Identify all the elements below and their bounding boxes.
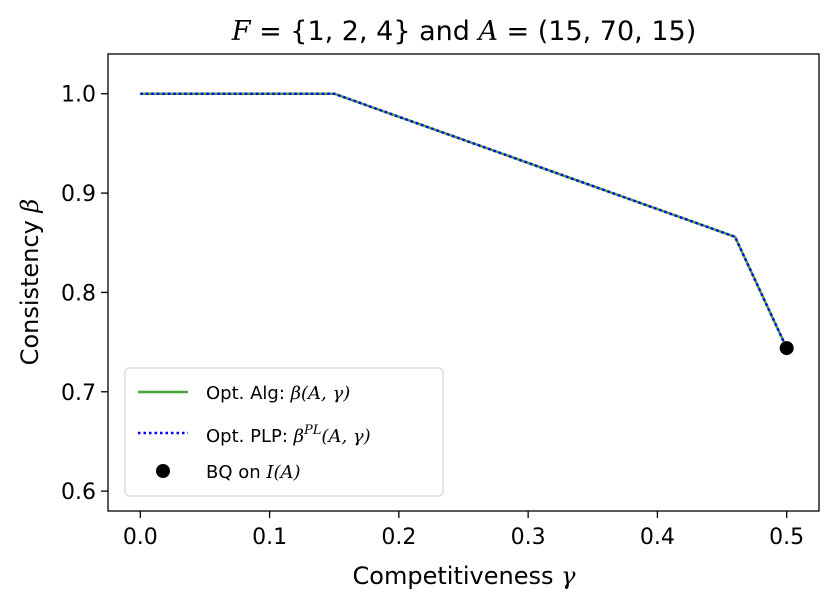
y-axis: 0.6 0.7 0.8 0.9 1.0: [61, 83, 108, 505]
legend-swatch-bq: [156, 464, 170, 478]
series-bq-marker: [779, 341, 794, 356]
title-and: and: [411, 16, 479, 47]
y-tick-label: 0.8: [61, 281, 96, 306]
legend-label-bq: BQ on I(A): [206, 462, 301, 483]
title-set: = {1, 2, 4}: [250, 16, 410, 47]
legend-box: [124, 367, 444, 497]
x-tick-label: 0.2: [381, 525, 416, 550]
x-tick-label: 0.0: [123, 525, 158, 550]
y-tick-label: 0.7: [61, 381, 96, 406]
y-axis-label-symbol: β: [16, 199, 44, 214]
series-opt-alg-line: [140, 92, 788, 349]
x-tick-label: 0.1: [252, 525, 287, 550]
plot-area-frame: [107, 53, 820, 512]
y-tick-label: 1.0: [61, 83, 96, 108]
x-axis-label-text: Competitiveness: [353, 562, 562, 590]
x-tick-label: 0.3: [511, 525, 546, 550]
x-axis: 0.0 0.1 0.2 0.3 0.4 0.5: [123, 511, 804, 550]
x-tick-label: 0.5: [769, 525, 804, 550]
x-axis-label-symbol: γ: [561, 562, 576, 590]
y-axis-label: Consistency β: [16, 199, 44, 366]
title-var-a: A: [475, 16, 498, 47]
title-var-f: F: [231, 16, 252, 47]
series-layer: [140, 92, 794, 356]
x-axis-label: Competitiveness γ: [353, 562, 577, 590]
legend-label-opt-plp: Opt. PLP: βPL(A, γ): [206, 423, 371, 447]
y-axis-label-text: Consistency: [16, 213, 44, 366]
y-tick-label: 0.6: [61, 480, 96, 505]
title-tuple: = (15, 70, 15): [498, 16, 696, 47]
x-tick-label: 0.4: [640, 525, 675, 550]
y-tick-label: 0.9: [61, 182, 96, 207]
legend: Opt. Alg: β(A, γ) Opt. PLP: βPL(A, γ) BQ…: [124, 367, 444, 497]
legend-label-opt-alg: Opt. Alg: β(A, γ): [206, 383, 350, 404]
chart-title: F = {1, 2, 4} and A = (15, 70, 15): [231, 16, 696, 47]
